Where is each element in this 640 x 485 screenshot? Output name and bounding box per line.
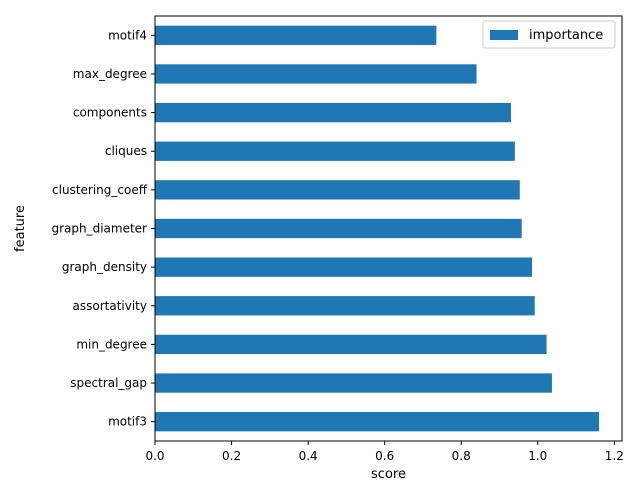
y-tick-label: spectral_gap: [70, 376, 147, 390]
x-tick-label: 1.0: [528, 449, 547, 463]
y-tick-label: components: [73, 106, 147, 120]
y-tick-label: graph_diameter: [51, 222, 147, 236]
bar-max_degree: [155, 64, 477, 84]
ticks-layer: motif4 max_degree components cliques cluster…: [51, 28, 623, 463]
bar-clustering_coeff: [155, 180, 520, 200]
y-tick-label: graph_density: [62, 260, 147, 274]
x-axis-label: score: [371, 467, 406, 480]
y-tick-label: clustering_coeff: [52, 183, 148, 197]
x-tick-label: 0.4: [299, 449, 318, 463]
legend-swatch: [490, 30, 518, 40]
x-tick-label: 0.6: [375, 449, 394, 463]
bar-graph_diameter: [155, 218, 522, 239]
y-tick-label: motif4: [108, 28, 147, 42]
plot-frame: [154, 15, 623, 442]
y-tick-label: motif3: [108, 415, 147, 429]
y-tick-label: cliques: [105, 144, 147, 158]
bar-cliques: [155, 141, 515, 161]
bar-motif3: [155, 412, 600, 432]
x-tick-label: 0.8: [452, 449, 471, 463]
y-tick-label: min_degree: [76, 337, 147, 351]
bar-components: [155, 102, 511, 123]
legend-box: [482, 20, 616, 49]
bar-min_degree: [155, 334, 547, 355]
legend-label: importance: [529, 28, 603, 43]
x-tick-label: 1.2: [605, 449, 624, 463]
legend: importance: [482, 20, 616, 49]
bars-layer: [155, 25, 600, 432]
y-tick-label: assortativity: [73, 299, 147, 313]
x-tick-label: 0.0: [145, 449, 164, 463]
y-axis-label: feature: [13, 205, 28, 252]
bar-assortativity: [155, 296, 535, 316]
bar-graph_density: [155, 257, 533, 277]
bar-motif4: [155, 25, 437, 45]
bar-spectral_gap: [155, 373, 552, 393]
y-tick-label: max_degree: [73, 67, 147, 81]
x-tick-label: 0.2: [222, 449, 241, 463]
